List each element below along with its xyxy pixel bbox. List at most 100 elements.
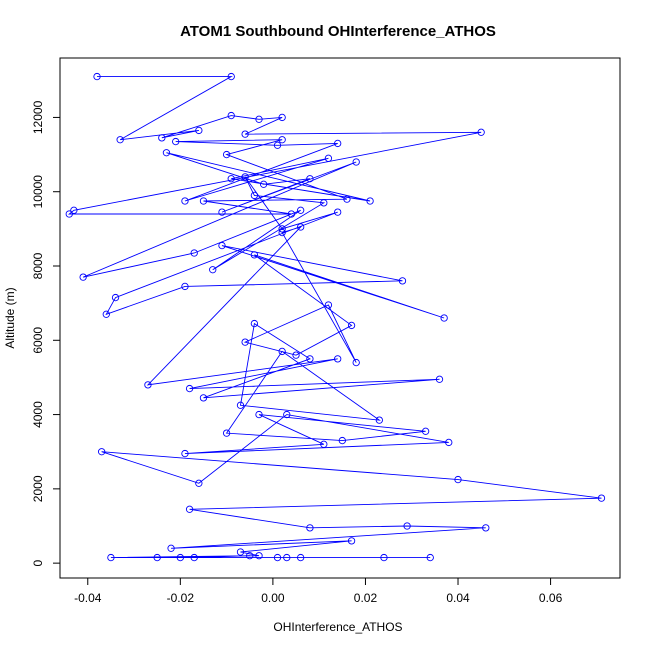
data-point bbox=[297, 553, 305, 562]
data-point bbox=[278, 347, 286, 356]
data-point bbox=[403, 522, 411, 530]
data-point bbox=[398, 277, 407, 285]
y-tick-label: 6000 bbox=[31, 327, 45, 354]
data-point bbox=[250, 191, 259, 200]
data-point bbox=[241, 338, 249, 346]
data-point bbox=[93, 72, 101, 81]
data-point bbox=[338, 436, 346, 445]
y-tick-label: 10000 bbox=[31, 175, 45, 209]
x-tick-label: -0.02 bbox=[167, 591, 195, 605]
data-point bbox=[209, 266, 217, 274]
data-point bbox=[116, 136, 124, 144]
data-point bbox=[102, 310, 110, 318]
data-point bbox=[190, 553, 198, 562]
data-point bbox=[153, 553, 161, 562]
series-layer bbox=[65, 72, 606, 562]
data-point bbox=[482, 524, 490, 532]
data-point bbox=[306, 175, 314, 183]
data-point bbox=[440, 314, 448, 322]
data-point bbox=[250, 251, 259, 259]
data-point bbox=[306, 524, 314, 532]
data-point bbox=[352, 158, 360, 166]
x-tick-label: 0.00 bbox=[261, 591, 285, 605]
data-point bbox=[292, 351, 300, 359]
data-point bbox=[185, 505, 194, 513]
data-point bbox=[259, 180, 268, 188]
data-point bbox=[352, 358, 360, 367]
data-point bbox=[181, 197, 189, 205]
data-point bbox=[297, 206, 305, 214]
y-tick-label: 2000 bbox=[31, 475, 45, 502]
data-point bbox=[79, 273, 87, 281]
data-point bbox=[287, 210, 296, 218]
data-point bbox=[167, 544, 175, 552]
data-point bbox=[278, 225, 286, 233]
data-point bbox=[158, 134, 166, 142]
data-point bbox=[65, 210, 73, 218]
y-axis-label: Altitude (m) bbox=[3, 287, 17, 348]
data-point bbox=[227, 72, 235, 81]
data-point bbox=[273, 553, 282, 562]
y-tick-label: 0 bbox=[31, 559, 45, 566]
data-point bbox=[278, 228, 286, 237]
data-point bbox=[343, 195, 351, 203]
data-point bbox=[227, 111, 235, 120]
data-point bbox=[324, 154, 333, 162]
x-tick-label: -0.04 bbox=[74, 591, 102, 605]
data-point bbox=[375, 416, 383, 424]
y-tick-label: 8000 bbox=[31, 252, 45, 279]
series-line bbox=[67, 76, 602, 559]
x-axis: -0.04 -0.02 0.00 0.02 0.04 0.06 bbox=[74, 577, 563, 605]
data-point bbox=[199, 197, 208, 205]
data-point bbox=[107, 553, 115, 562]
data-point bbox=[597, 494, 606, 502]
data-point bbox=[172, 137, 180, 146]
data-point bbox=[380, 553, 388, 562]
chart-title: ATOM1 Southbound OHInterference_ATHOS bbox=[180, 23, 496, 40]
data-point bbox=[144, 381, 152, 389]
data-point bbox=[176, 553, 184, 562]
data-point bbox=[435, 375, 444, 383]
data-point bbox=[477, 128, 485, 136]
data-point bbox=[218, 208, 226, 216]
data-point bbox=[98, 448, 106, 456]
data-point bbox=[236, 548, 245, 556]
x-axis-label: OHInterference_ATHOS bbox=[273, 620, 402, 634]
data-point bbox=[222, 429, 231, 437]
x-tick-label: 0.06 bbox=[539, 591, 563, 605]
x-tick-label: 0.04 bbox=[446, 591, 470, 605]
data-point bbox=[227, 175, 235, 183]
data-point bbox=[334, 208, 342, 216]
data-point bbox=[70, 206, 78, 214]
data-point bbox=[181, 282, 189, 291]
data-point bbox=[445, 438, 453, 447]
data-point bbox=[195, 126, 203, 135]
data-point bbox=[195, 479, 203, 487]
data-point bbox=[250, 319, 259, 328]
data-point bbox=[324, 301, 333, 309]
data-point bbox=[306, 355, 314, 363]
data-point bbox=[255, 410, 263, 419]
data-point bbox=[347, 321, 356, 330]
data-point bbox=[426, 553, 434, 562]
y-tick-label: 12000 bbox=[31, 100, 45, 134]
data-point bbox=[421, 427, 430, 435]
data-point bbox=[347, 537, 356, 545]
data-point bbox=[222, 150, 231, 159]
data-point bbox=[246, 552, 254, 560]
data-point bbox=[320, 440, 328, 448]
data-point bbox=[241, 130, 249, 138]
data-point bbox=[283, 553, 291, 562]
y-tick-label: 4000 bbox=[31, 401, 45, 428]
data-point bbox=[255, 552, 263, 560]
data-point bbox=[190, 249, 198, 257]
data-point bbox=[236, 401, 245, 409]
data-point bbox=[241, 173, 249, 181]
data-point bbox=[297, 223, 305, 231]
y-axis: 0 2000 4000 6000 8000 10000 12000 bbox=[31, 100, 61, 566]
data-point bbox=[218, 241, 226, 250]
data-point bbox=[278, 113, 286, 122]
data-point bbox=[255, 115, 263, 123]
data-point bbox=[185, 384, 194, 393]
